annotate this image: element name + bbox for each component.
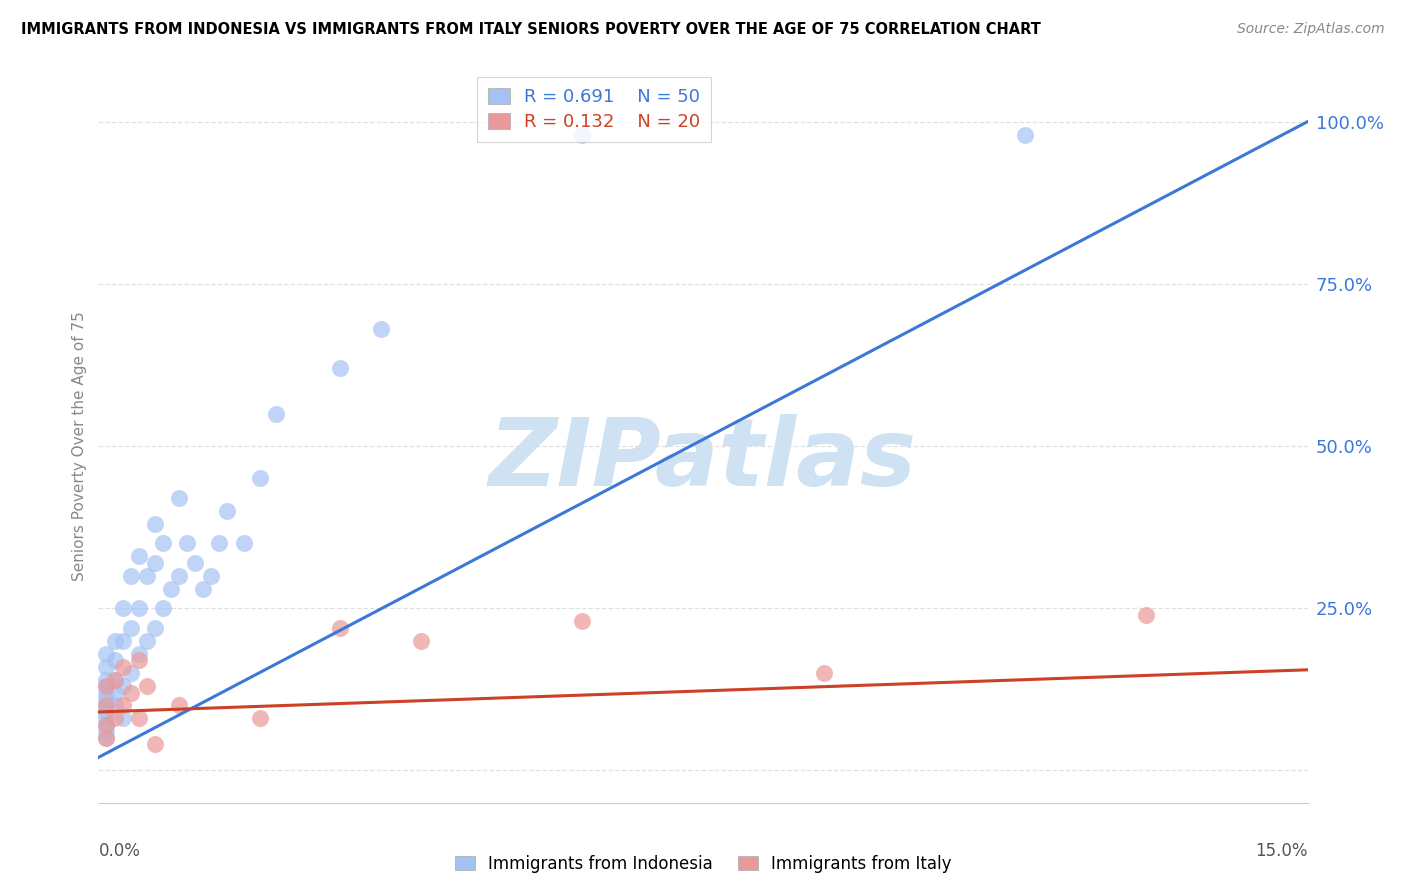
Point (96, 731, 118, 745)
Point (96, 724, 118, 739)
Point (96, 731, 118, 745)
Point (120, 666, 142, 681)
Point (208, 536, 231, 550)
Point (103, 673, 125, 687)
Point (96, 718, 118, 732)
Point (176, 536, 198, 550)
Point (217, 504, 239, 518)
Point (128, 647, 150, 661)
Point (103, 711, 125, 725)
Point (193, 582, 215, 596)
Point (96, 698, 118, 713)
Y-axis label: Seniors Poverty Over the Age of 75: Seniors Poverty Over the Age of 75 (72, 311, 87, 581)
Point (135, 633, 157, 648)
Point (167, 698, 190, 713)
Point (103, 698, 125, 713)
Point (329, 621, 352, 635)
Text: 15.0%: 15.0% (1256, 842, 1308, 860)
Point (103, 633, 125, 648)
Point (184, 556, 207, 570)
Point (160, 582, 183, 596)
Point (571, 128, 593, 142)
Text: Source: ZipAtlas.com: Source: ZipAtlas.com (1237, 22, 1385, 37)
Point (120, 621, 142, 635)
Point (370, 322, 392, 336)
Point (571, 614, 593, 628)
Point (152, 536, 174, 550)
Point (96, 679, 118, 693)
Point (96, 679, 118, 693)
Point (111, 659, 134, 673)
Point (96, 673, 118, 687)
Text: 0.0%: 0.0% (98, 842, 141, 860)
Point (1014, 128, 1036, 142)
Point (143, 516, 166, 531)
Point (813, 666, 835, 681)
Point (167, 491, 190, 505)
Point (249, 471, 271, 485)
Text: IMMIGRANTS FROM INDONESIA VS IMMIGRANTS FROM ITALY SENIORS POVERTY OVER THE AGE : IMMIGRANTS FROM INDONESIA VS IMMIGRANTS … (21, 22, 1040, 37)
Point (96, 659, 118, 673)
Point (128, 601, 150, 615)
Point (143, 556, 166, 570)
Point (111, 679, 134, 693)
Point (111, 633, 134, 648)
Point (111, 698, 134, 713)
Point (1135, 607, 1157, 622)
Point (152, 601, 174, 615)
Point (103, 653, 125, 667)
Point (103, 685, 125, 699)
Point (120, 568, 142, 582)
Legend: R = 0.691    N = 50, R = 0.132    N = 20: R = 0.691 N = 50, R = 0.132 N = 20 (477, 77, 711, 142)
Point (96, 705, 118, 719)
Point (135, 679, 157, 693)
Point (96, 698, 118, 713)
Point (103, 673, 125, 687)
Point (200, 568, 222, 582)
Point (329, 361, 352, 376)
Point (96, 718, 118, 732)
Point (264, 407, 287, 421)
Point (143, 738, 166, 752)
Point (96, 711, 118, 725)
Point (143, 621, 166, 635)
Text: ZIPatlas: ZIPatlas (489, 414, 917, 507)
Point (96, 692, 118, 706)
Point (111, 601, 134, 615)
Point (120, 685, 142, 699)
Point (111, 711, 134, 725)
Point (409, 633, 432, 648)
Point (96, 647, 118, 661)
Point (128, 653, 150, 667)
Point (128, 549, 150, 564)
Legend: Immigrants from Indonesia, Immigrants from Italy: Immigrants from Indonesia, Immigrants fr… (449, 848, 957, 880)
Point (167, 568, 190, 582)
Point (249, 711, 271, 725)
Point (135, 568, 157, 582)
Point (232, 536, 254, 550)
Point (96, 685, 118, 699)
Point (128, 711, 150, 725)
